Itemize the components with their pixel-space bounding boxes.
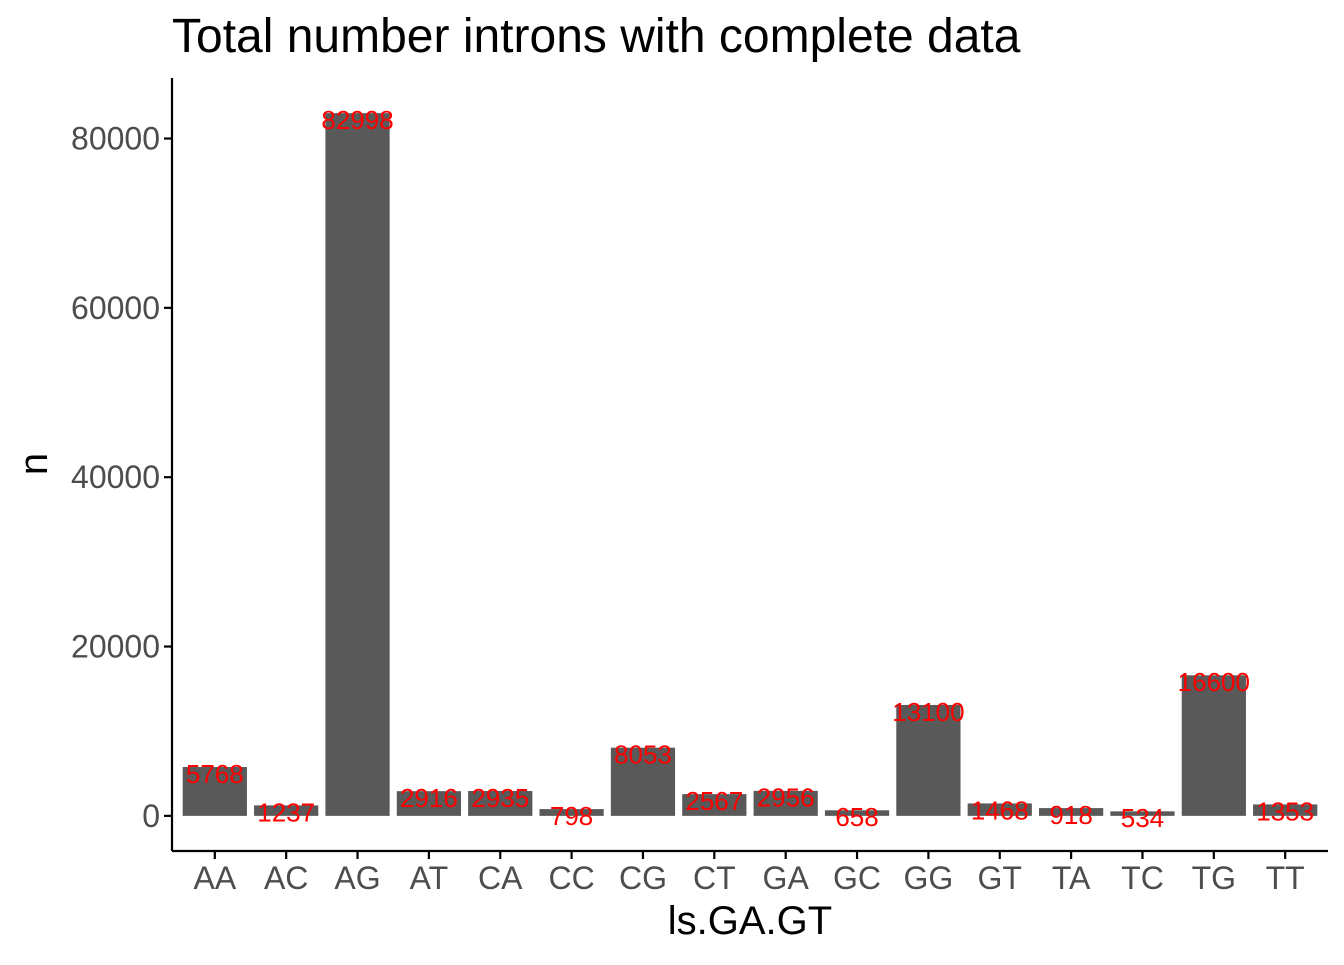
data-labels-layer: 5768 1237 82998 2916 2935 798 8053 2567 2956 658 1… [186,105,1314,833]
chart-title: Total number introns with complete data [172,10,1021,63]
bar-tc [1110,811,1175,816]
y-tick-label: 60000 [71,290,160,326]
data-label-ac: 1237 [257,797,315,827]
bar-ca [468,791,533,816]
bar-cc [539,809,604,816]
data-label-at: 2916 [400,783,458,813]
y-axis-title: n [12,453,56,475]
x-tick-label-ga: GA [763,860,810,896]
y-tick-label: 20000 [71,629,160,665]
bar-tt [1253,804,1318,816]
data-label-ct: 2567 [685,786,743,816]
x-tick-label-tc: TC [1121,860,1164,896]
x-tick-label-tg: TG [1192,860,1236,896]
bar-ag [325,113,390,816]
data-label-ag: 82998 [321,105,393,135]
x-tick-label-ca: CA [478,860,523,896]
bar-ct [682,794,747,816]
x-tick-label-gt: GT [978,860,1022,896]
data-label-gt: 1468 [971,795,1029,825]
data-label-tg: 16600 [1178,667,1250,697]
y-tick-label: 40000 [71,459,160,495]
bar-gg [896,704,961,816]
bar-ac [254,805,319,816]
x-tick-label-aa: AA [193,860,236,896]
bar-gc [824,810,890,816]
bar-aa [182,767,247,816]
x-tick-label-cg: CG [619,860,667,896]
x-tick-label-at: AT [410,860,449,896]
data-label-ta: 918 [1049,800,1092,830]
x-tick-label-cc: CC [548,860,594,896]
bar-cg [610,747,676,816]
bar-gt [967,803,1032,816]
y-tick-label: 0 [142,798,160,834]
x-tick-label-gg: GG [904,860,954,896]
data-label-cg: 8053 [614,740,672,770]
data-label-ca: 2935 [471,783,529,813]
data-label-aa: 5768 [186,759,244,789]
data-label-ga: 2956 [757,783,815,813]
x-axis-title: ls.GA.GT [668,899,832,943]
bars-layer [182,113,1318,816]
x-tick-label-ag: AG [334,860,380,896]
data-label-gg: 13100 [892,697,964,727]
data-label-tc: 534 [1121,803,1164,833]
x-tick-label-gc: GC [833,860,881,896]
x-tick-label-ta: TA [1052,860,1091,896]
x-tick-label-ac: AC [264,860,308,896]
bar-tg [1181,675,1246,816]
bar-ta [1039,808,1104,816]
y-tick-label: 80000 [71,121,160,157]
data-label-tt: 1353 [1256,796,1314,826]
bar-at [396,791,461,816]
x-tick-label-tt: TT [1266,860,1305,896]
x-tick-label-ct: CT [693,860,736,896]
bar-ga [753,790,818,816]
data-label-cc: 798 [550,801,593,831]
data-label-gc: 658 [835,802,878,832]
axes-layer: 0 20000 40000 60000 80000 AA AC AG AT CA CC CG CT GA G… [71,78,1328,896]
